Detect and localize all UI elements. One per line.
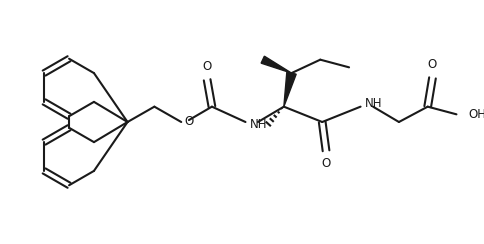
Text: O: O [321,157,331,171]
Text: NH: NH [364,97,382,110]
Text: O: O [202,60,212,73]
Text: OH: OH [468,108,484,121]
Text: NH: NH [250,118,268,131]
Text: O: O [428,58,437,71]
Polygon shape [284,72,296,107]
Polygon shape [261,56,291,73]
Text: O: O [184,115,194,129]
